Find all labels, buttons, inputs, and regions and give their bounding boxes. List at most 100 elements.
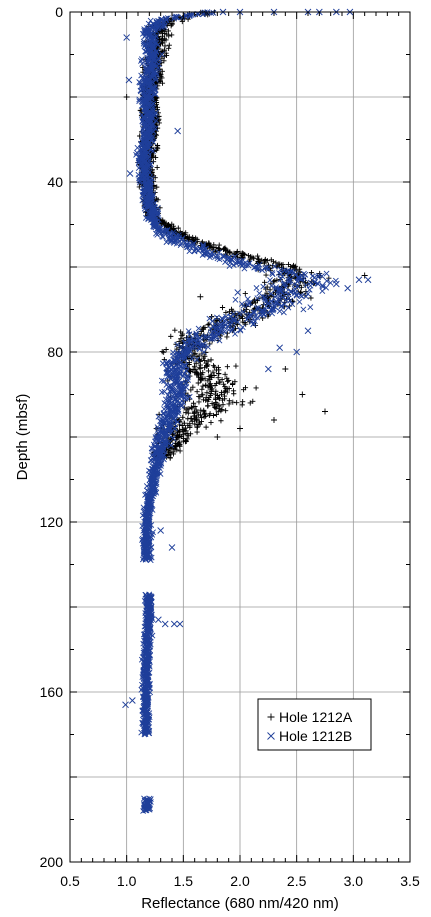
data-point (214, 253, 221, 259)
data-point (251, 255, 257, 261)
data-point (152, 131, 159, 137)
data-point (149, 115, 156, 122)
data-point (158, 230, 164, 237)
data-point (197, 366, 203, 372)
data-point (213, 405, 219, 412)
y-tick-label: 200 (40, 854, 64, 870)
data-point (182, 362, 189, 369)
data-point (239, 402, 245, 408)
data-point (287, 297, 294, 304)
data-point (190, 384, 196, 390)
legend-marker-plus (267, 713, 275, 721)
data-point (157, 471, 164, 477)
data-point (273, 285, 279, 292)
legend-box (257, 698, 372, 751)
data-point (136, 177, 143, 184)
x-tick-label: 2.5 (287, 873, 307, 889)
data-point (226, 263, 233, 269)
data-point-outlier (140, 527, 147, 534)
data-point (181, 356, 188, 363)
data-point (159, 75, 165, 81)
data-point (184, 244, 191, 251)
data-point (175, 429, 181, 435)
data-point-outlier (322, 408, 328, 415)
data-point-outlier (299, 391, 306, 398)
data-point (269, 270, 276, 276)
data-point (252, 297, 258, 303)
data-point (200, 355, 207, 361)
data-point-outlier (126, 170, 134, 177)
data-point-outlier (355, 276, 363, 284)
y-tick-label: 40 (47, 174, 63, 190)
data-point (194, 354, 200, 360)
data-point (193, 330, 200, 337)
data-point (181, 354, 188, 361)
data-point (154, 231, 161, 238)
y-tick-label: 120 (40, 514, 64, 530)
data-point (152, 175, 158, 181)
data-point (202, 365, 208, 371)
data-point (232, 330, 238, 337)
data-point (136, 179, 143, 186)
data-point (215, 375, 221, 381)
data-point (192, 403, 198, 410)
data-point (221, 317, 228, 324)
data-point (222, 371, 228, 377)
data-point (216, 395, 223, 402)
data-point (186, 13, 193, 20)
legend: Hole 1212A Hole 1212B (257, 698, 372, 751)
data-point (308, 270, 315, 276)
data-point (174, 418, 181, 425)
data-point (218, 418, 224, 424)
data-point (237, 327, 244, 334)
data-point (305, 291, 311, 297)
data-point (298, 284, 304, 290)
data-point (216, 256, 223, 263)
data-point-outlier (304, 327, 312, 335)
data-point (182, 439, 189, 445)
data-point (168, 442, 175, 449)
data-point (224, 364, 230, 370)
data-point (194, 424, 200, 430)
data-point (201, 348, 207, 355)
data-point (163, 346, 169, 353)
data-point (174, 447, 180, 453)
data-points (122, 8, 372, 814)
data-point-outlier (265, 365, 272, 373)
data-point (188, 387, 194, 393)
data-point (186, 248, 193, 255)
data-point (169, 32, 175, 38)
data-point (205, 403, 211, 409)
x-tick-label: 1.5 (174, 873, 194, 889)
data-point (279, 273, 286, 280)
data-point (240, 308, 247, 315)
data-point (210, 9, 217, 16)
data-point (270, 259, 277, 265)
data-point (239, 315, 246, 322)
data-point (161, 378, 167, 385)
data-point (241, 387, 247, 393)
data-point (319, 288, 326, 294)
data-point (154, 164, 160, 171)
data-point (193, 367, 199, 373)
data-point (192, 332, 199, 339)
data-point (149, 136, 156, 143)
data-point (179, 332, 185, 339)
data-point (171, 15, 178, 22)
data-point-outlier (122, 701, 129, 709)
data-point (319, 273, 325, 279)
data-point (229, 325, 236, 332)
data-point (224, 334, 230, 340)
data-point-outlier (271, 417, 277, 423)
data-point (142, 556, 149, 563)
data-point (254, 314, 261, 321)
data-point-outlier (282, 366, 289, 372)
data-point (180, 414, 186, 420)
data-point (194, 417, 200, 423)
data-point (261, 279, 268, 285)
data-point (212, 382, 218, 389)
data-point-outlier (157, 527, 164, 534)
data-point (187, 424, 193, 431)
x-tick-label: 3.0 (344, 873, 364, 889)
